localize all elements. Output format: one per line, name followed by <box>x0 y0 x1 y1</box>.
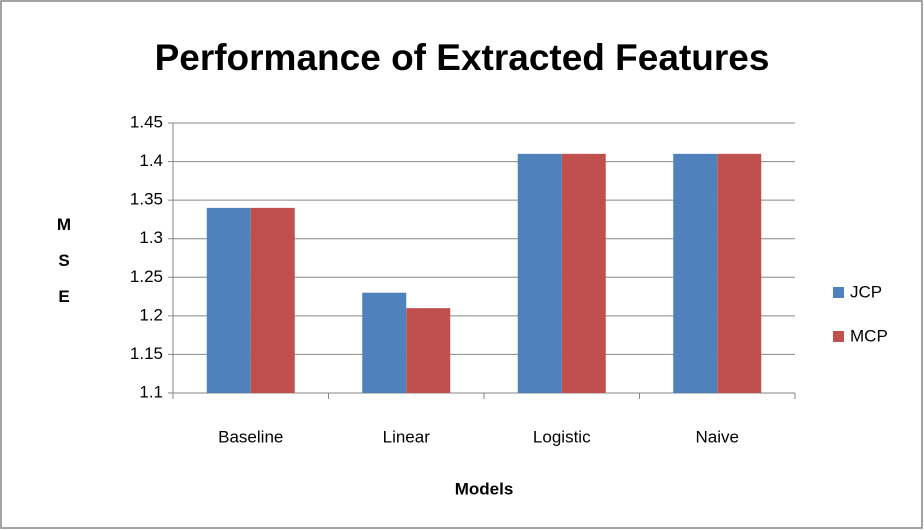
bar <box>406 308 451 393</box>
y-tick-label: 1.3 <box>139 228 163 247</box>
y-tick-label: 1.1 <box>139 382 163 401</box>
bar <box>673 153 718 393</box>
x-tick-label: Baseline <box>218 427 283 446</box>
y-tick-label: 1.45 <box>130 112 163 131</box>
bar <box>206 207 251 393</box>
legend-label: MCP <box>850 326 888 345</box>
legend-swatch <box>833 287 844 298</box>
bar <box>561 153 606 393</box>
bar <box>717 153 762 393</box>
bar <box>250 207 295 393</box>
x-tick-label: Logistic <box>533 427 591 446</box>
x-tick-label: Naive <box>696 427 739 446</box>
bar <box>362 292 407 393</box>
y-tick-label: 1.2 <box>139 305 163 324</box>
y-tick-label: 1.15 <box>130 344 163 363</box>
legend-label: JCP <box>850 282 882 301</box>
y-tick-label: 1.4 <box>139 151 163 170</box>
chart-title: Performance of Extracted Features <box>155 37 770 78</box>
x-axis-title: Models <box>455 479 514 498</box>
y-tick-label: 1.35 <box>130 190 163 209</box>
y-tick-label: 1.25 <box>130 267 163 286</box>
bar <box>517 153 562 393</box>
x-tick-label: Linear <box>383 427 431 446</box>
legend-swatch <box>833 331 844 342</box>
